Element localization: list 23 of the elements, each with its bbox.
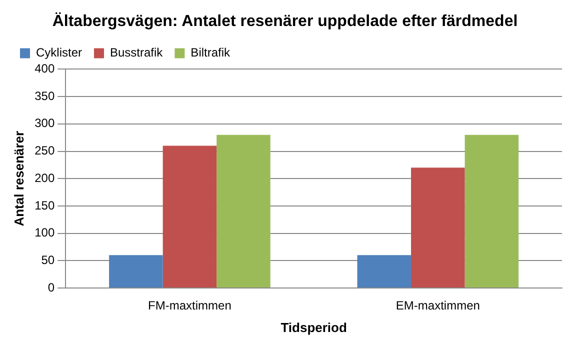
bar xyxy=(216,134,270,288)
legend-label: Cyklister xyxy=(36,46,82,60)
y-axis-title: Antal resenärer xyxy=(11,130,26,226)
y-tick-label: 300 xyxy=(34,116,55,130)
y-tick-label: 350 xyxy=(34,88,55,103)
legend-label: Biltrafik xyxy=(190,46,232,60)
y-tick-label: 150 xyxy=(34,198,55,212)
bar xyxy=(109,255,163,288)
y-tick-label: 0 xyxy=(48,280,55,294)
bar xyxy=(464,134,519,288)
x-axis-title: Tidsperiod xyxy=(280,320,347,335)
bar xyxy=(411,168,465,288)
y-tick-label: 400 xyxy=(34,62,55,76)
legend-label: Busstrafik xyxy=(110,46,164,60)
y-tick-label: 200 xyxy=(34,170,55,185)
chart-title: Ältabergsvägen: Antalet resenärer uppdelade efter färdmedel xyxy=(52,12,518,30)
x-tick-label: FM-maxtimmen xyxy=(148,298,232,313)
x-tick-label: EM-maxtimmen xyxy=(396,298,480,313)
bar xyxy=(357,255,412,288)
bar xyxy=(162,146,217,288)
y-tick-label: 250 xyxy=(34,144,55,158)
y-tick-label: 100 xyxy=(34,226,55,240)
y-tick-label: 50 xyxy=(41,252,55,267)
